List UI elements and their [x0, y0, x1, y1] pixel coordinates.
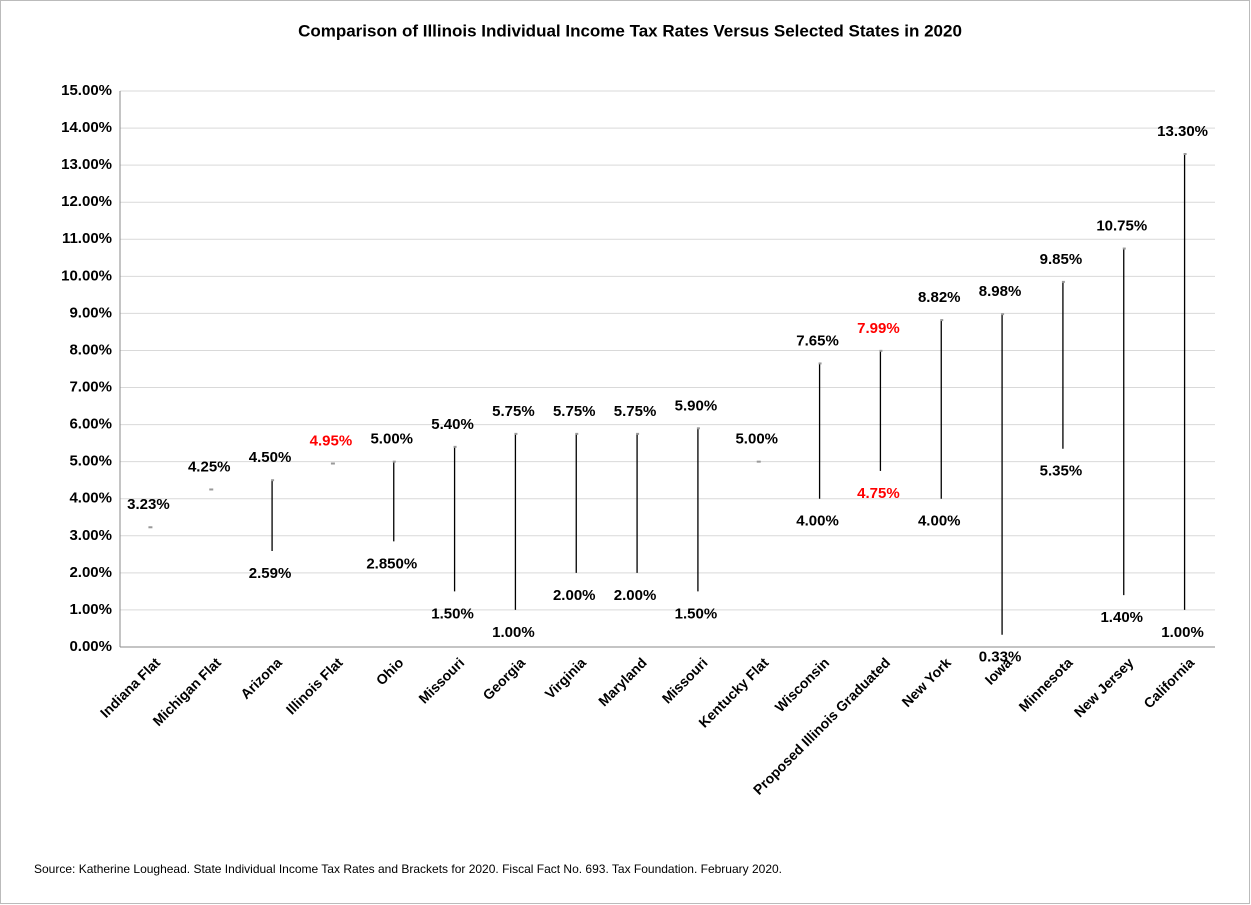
- y-tick-label: 9.00%: [69, 304, 112, 321]
- low-label: 1.00%: [492, 624, 535, 641]
- high-label: 5.90%: [675, 397, 718, 414]
- high-label: 5.40%: [431, 416, 474, 433]
- high-label: 7.99%: [857, 320, 900, 337]
- low-label: 0.33%: [979, 649, 1022, 666]
- high-label: 7.65%: [796, 332, 839, 349]
- y-tick-label: 4.00%: [69, 490, 112, 507]
- low-label: 1.50%: [675, 605, 718, 622]
- low-label: 1.50%: [431, 605, 474, 622]
- high-label: 3.23%: [127, 496, 170, 513]
- source-note: Source: Katherine Loughead. State Indivi…: [34, 862, 782, 876]
- low-label: 4.00%: [918, 513, 961, 530]
- high-label: 9.85%: [1040, 251, 1083, 268]
- y-tick-label: 13.00%: [61, 156, 112, 173]
- high-label: 8.82%: [918, 289, 961, 306]
- y-tick-label: 14.00%: [61, 119, 112, 136]
- low-label: 1.00%: [1161, 624, 1204, 641]
- low-label: 2.59%: [249, 565, 292, 582]
- high-label: 4.50%: [249, 449, 292, 466]
- chart-title: Comparison of Illinois Individual Income…: [298, 21, 962, 40]
- high-label: 5.75%: [492, 403, 535, 420]
- high-label: 5.75%: [614, 403, 657, 420]
- high-label: 5.75%: [553, 403, 596, 420]
- y-tick-label: 0.00%: [69, 638, 112, 655]
- y-tick-label: 1.00%: [69, 601, 112, 618]
- high-label: 5.00%: [370, 431, 413, 448]
- y-tick-label: 5.00%: [69, 453, 112, 470]
- y-tick-label: 3.00%: [69, 527, 112, 544]
- high-label: 4.25%: [188, 458, 231, 475]
- high-label: 8.98%: [979, 283, 1022, 300]
- low-label: 1.40%: [1100, 609, 1143, 626]
- y-tick-label: 7.00%: [69, 379, 112, 396]
- high-label: 5.00%: [735, 431, 778, 448]
- y-tick-label: 15.00%: [61, 82, 112, 99]
- y-tick-label: 8.00%: [69, 341, 112, 358]
- low-label: 2.850%: [366, 555, 417, 572]
- low-label: 4.00%: [796, 513, 839, 530]
- low-label: 4.75%: [857, 485, 900, 502]
- y-tick-label: 2.00%: [69, 564, 112, 581]
- y-tick-label: 6.00%: [69, 416, 112, 433]
- high-label: 4.95%: [310, 432, 353, 449]
- low-label: 5.35%: [1040, 463, 1083, 480]
- high-label: 10.75%: [1096, 218, 1147, 235]
- high-label: 13.30%: [1157, 123, 1208, 140]
- y-tick-label: 12.00%: [61, 193, 112, 210]
- y-tick-label: 10.00%: [61, 267, 112, 284]
- low-label: 2.00%: [553, 587, 596, 604]
- y-tick-label: 11.00%: [62, 230, 112, 247]
- low-label: 2.00%: [614, 587, 657, 604]
